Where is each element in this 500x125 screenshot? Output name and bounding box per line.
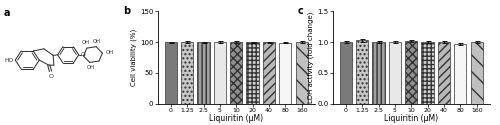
Bar — [405, 41, 417, 104]
Bar — [470, 42, 483, 104]
Bar — [340, 42, 352, 104]
Bar — [230, 42, 242, 104]
X-axis label: Liquiritin (μM): Liquiritin (μM) — [209, 114, 264, 123]
Bar — [454, 44, 466, 104]
Bar — [422, 42, 434, 104]
Bar — [372, 42, 384, 104]
Bar — [198, 42, 209, 104]
Text: OH: OH — [86, 65, 94, 70]
Bar — [279, 42, 291, 104]
X-axis label: Liquiritin (μM): Liquiritin (μM) — [384, 114, 438, 123]
Text: HO: HO — [4, 58, 14, 63]
Bar — [246, 42, 259, 104]
Bar — [438, 42, 450, 104]
Text: OH: OH — [93, 39, 101, 44]
Bar — [214, 42, 226, 104]
Bar — [164, 42, 177, 104]
Bar — [389, 42, 401, 104]
Y-axis label: Cell viability (%): Cell viability (%) — [130, 29, 137, 86]
Bar — [356, 40, 368, 104]
Bar — [296, 42, 308, 104]
Text: a: a — [4, 8, 10, 18]
Bar — [263, 42, 275, 104]
Bar — [181, 42, 194, 104]
Text: O: O — [49, 74, 54, 79]
Text: OH: OH — [82, 40, 90, 46]
Text: OH: OH — [106, 50, 114, 55]
Y-axis label: LDH activity (fold change): LDH activity (fold change) — [308, 12, 314, 103]
Text: c: c — [298, 6, 304, 16]
Text: b: b — [123, 6, 130, 16]
Text: O: O — [81, 52, 86, 57]
